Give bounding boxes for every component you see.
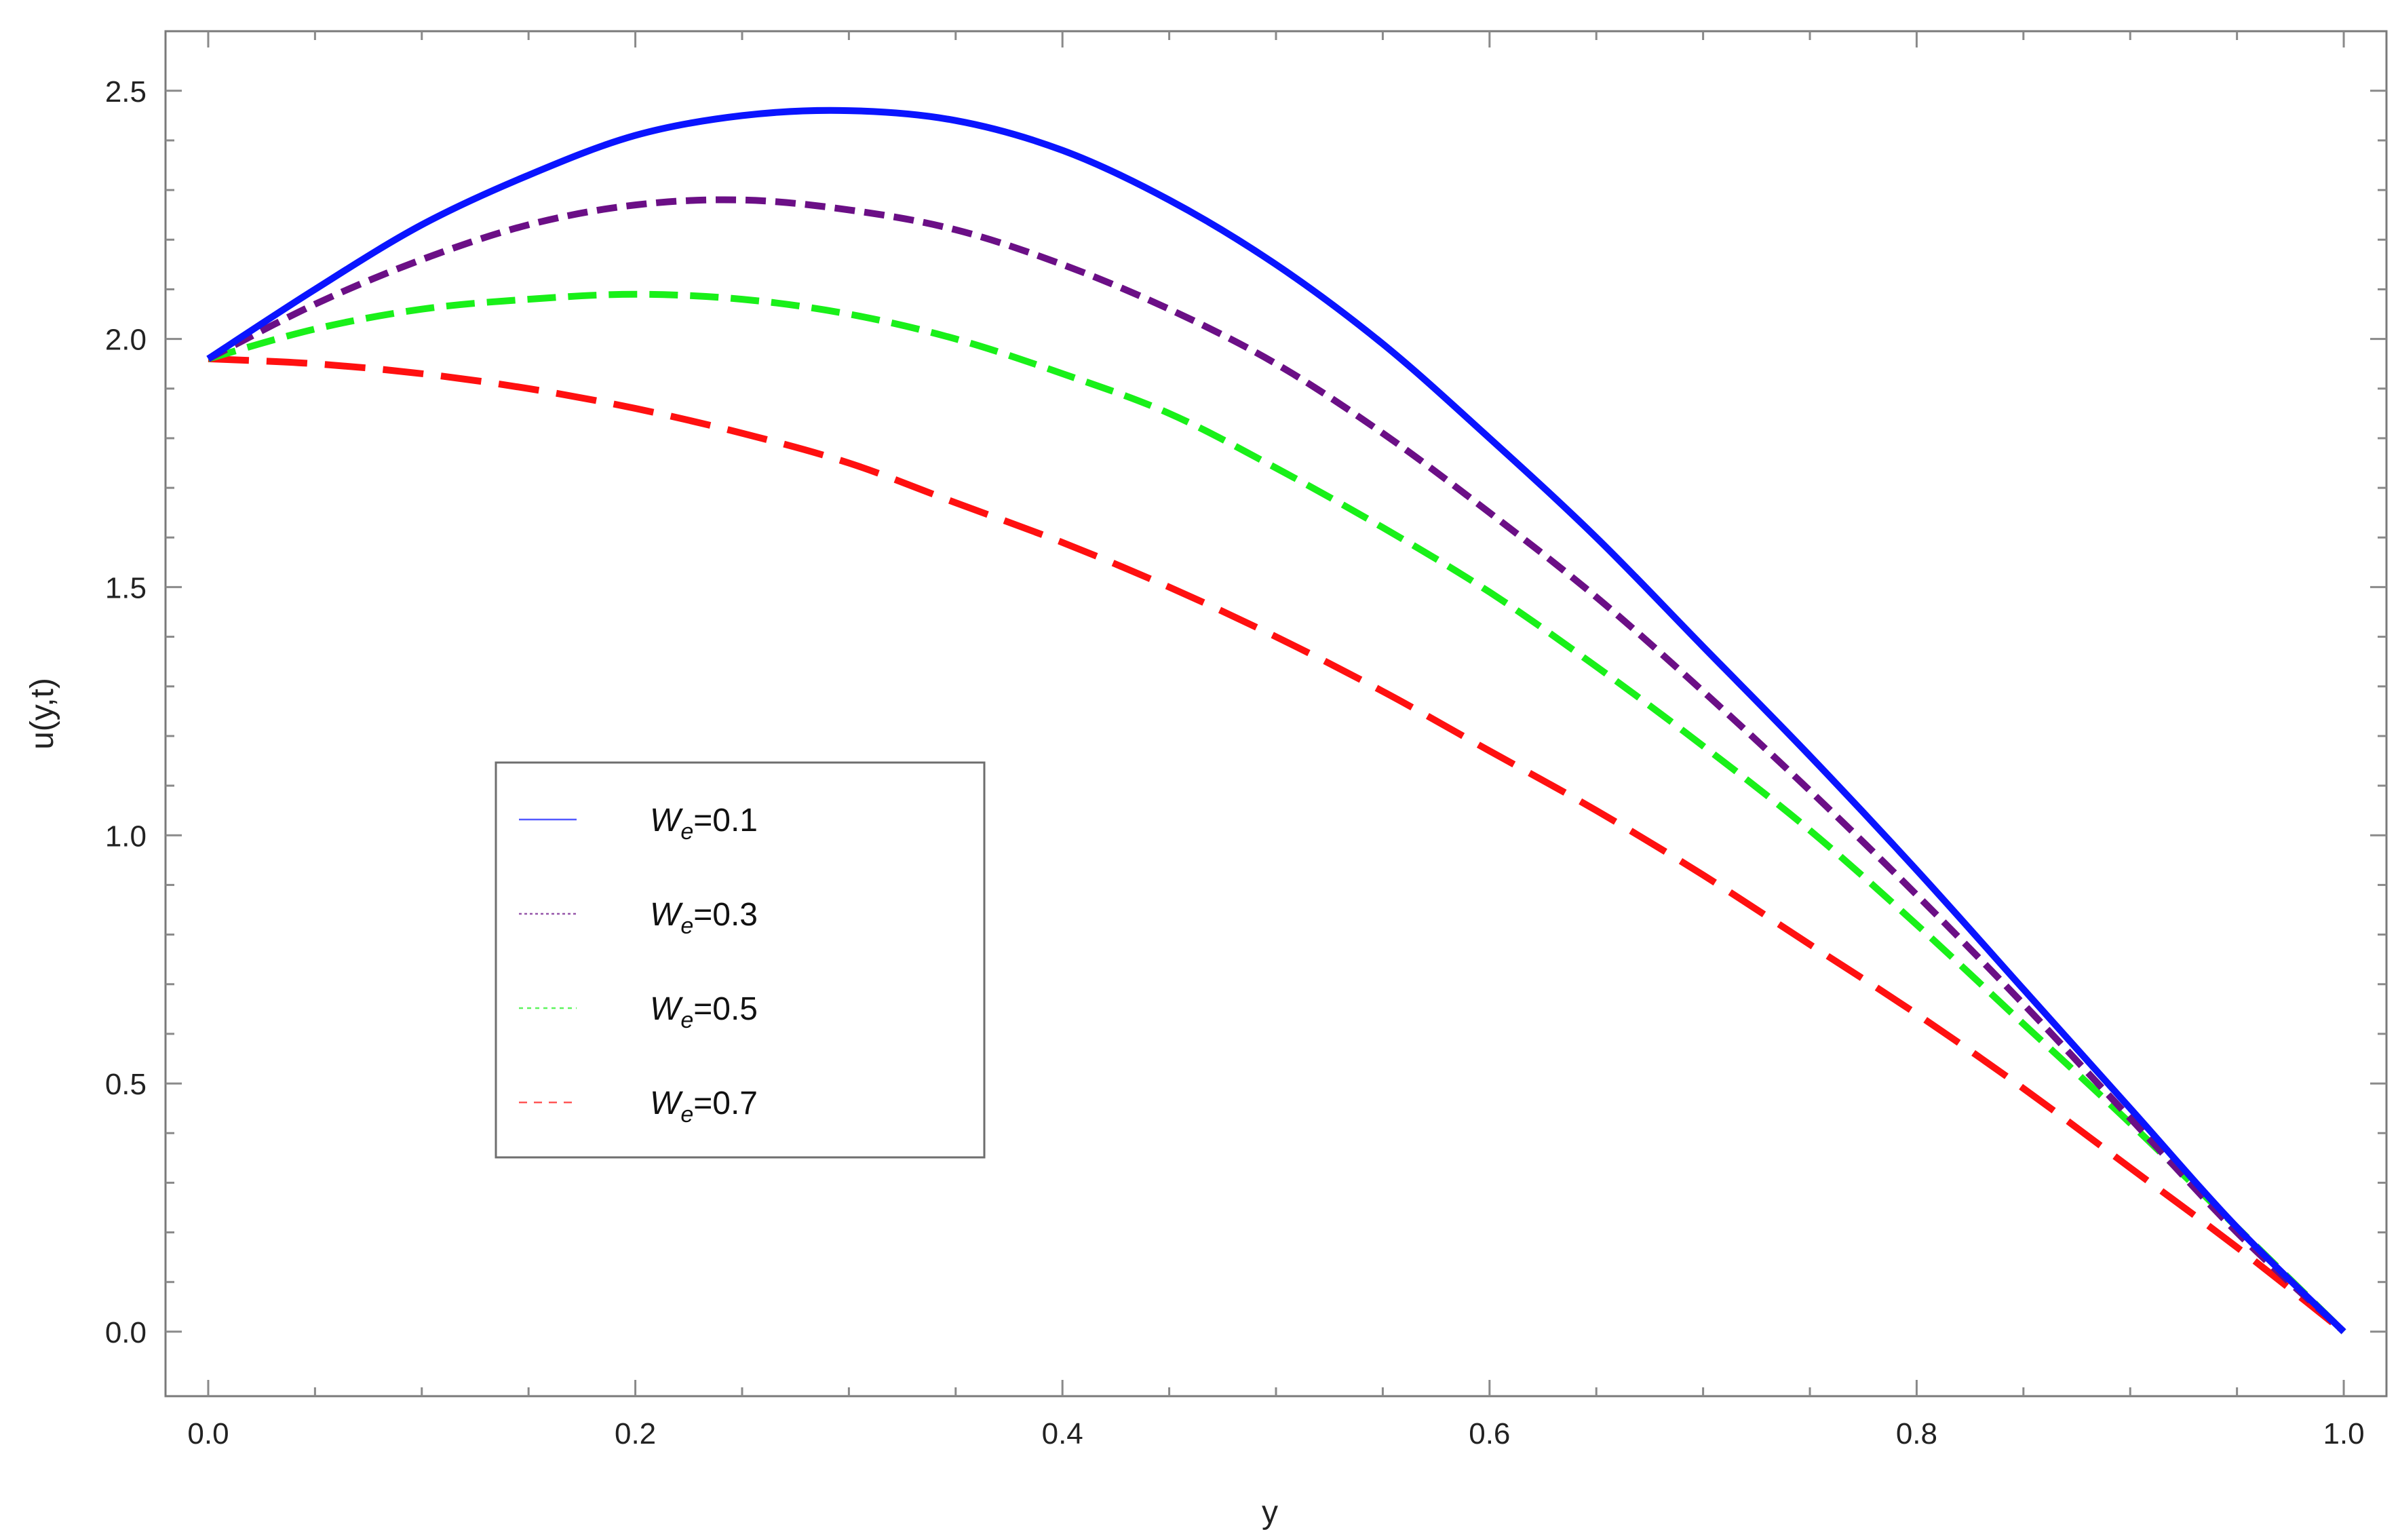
y-tick-label: 0.5 [105, 1068, 147, 1101]
x-tick-label: 0.8 [1896, 1417, 1937, 1450]
y-tick-label: 1.0 [105, 820, 147, 853]
legend-box [495, 761, 986, 1159]
legend-label-2: We=0.3 [650, 897, 758, 939]
x-tick-label: 0.4 [1042, 1417, 1083, 1450]
series-line-3 [207, 290, 2346, 1334]
series-line-4 [208, 355, 2346, 1334]
legend-label-1: We=0.1 [650, 803, 758, 845]
y-tick-label: 2.0 [105, 324, 147, 357]
y-tick-label: 1.5 [105, 571, 147, 604]
y-tick-label: 2.5 [105, 75, 147, 109]
y-tick-label: 0.0 [105, 1316, 147, 1349]
series-line-2 [206, 196, 2346, 1334]
x-tick-label: 0.0 [187, 1417, 229, 1450]
x-axis-label: y [1262, 1495, 1278, 1531]
series-layer [206, 107, 2346, 1334]
legend-label-4: We=0.7 [650, 1085, 758, 1128]
axis-ticks [166, 31, 2386, 1396]
legend: We=0.1 We=0.3 We=0.5 We=0.7 [495, 761, 986, 1159]
y-axis-label: u(y,t) [24, 678, 60, 750]
x-tick-label: 1.0 [2323, 1417, 2364, 1450]
x-tick-label: 0.2 [615, 1417, 656, 1450]
legend-label-3: We=0.5 [650, 991, 758, 1033]
axis-tick-labels: 0.0 0.2 0.4 0.6 0.8 1.0 0.0 0.5 1.0 1.5 2.0 2.5 [105, 75, 2365, 1450]
x-tick-label: 0.6 [1469, 1417, 1510, 1450]
series-line-1 [206, 107, 2346, 1334]
